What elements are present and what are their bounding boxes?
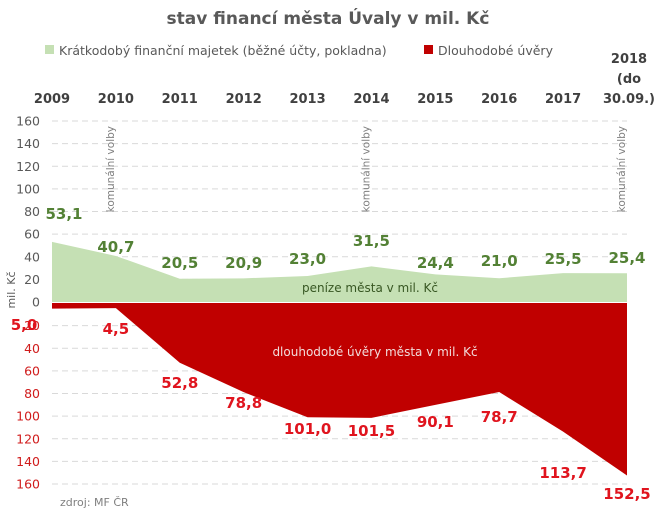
source-note: zdroj: MF ČR	[60, 496, 129, 509]
category-label: 2011	[162, 92, 198, 107]
legend-label-green: Krátkodobý finanční majetek (běžné účty,…	[59, 43, 387, 58]
category-label: 2012	[226, 92, 262, 107]
y-tick-label: 80	[24, 386, 40, 401]
legend-swatch-green	[45, 45, 54, 54]
data-label-assets: 24,4	[417, 254, 454, 272]
y-axis-ticks: 0 20 40 60 80 100 120 140 160 20 40 60 80 100 120 140 16…	[16, 114, 40, 492]
data-label-assets: 21,0	[481, 252, 518, 270]
y-tick-label: 160	[16, 114, 40, 129]
area-short-term-assets	[52, 241, 627, 302]
annotations: komunální volby komunální volby komunální …	[105, 126, 628, 212]
y-tick-label: 20	[24, 318, 40, 333]
y-tick-label: 0	[32, 295, 40, 310]
category-label: 2018	[611, 52, 647, 67]
data-label-loans: 152,5	[603, 485, 650, 503]
annotation-elections: komunální volby	[616, 126, 628, 212]
area-label-loans: dlouhodobé úvěry města v mil. Kč	[272, 345, 477, 359]
y-tick-label: 140	[16, 136, 40, 151]
y-tick-label: 100	[16, 409, 40, 424]
data-label-loans: 101,5	[348, 422, 395, 440]
annotation-elections: komunální volby	[360, 126, 372, 212]
category-label: 2009	[34, 92, 70, 107]
y-tick-label: 60	[24, 227, 40, 242]
category-label: 30.09.)	[603, 92, 655, 107]
category-label: 2013	[289, 92, 325, 107]
data-label-assets: 23,0	[289, 250, 326, 268]
y-tick-label: 160	[16, 477, 40, 492]
data-label-assets: 20,9	[225, 254, 262, 272]
y-tick-label: 60	[24, 363, 40, 378]
category-label: 2016	[481, 92, 517, 107]
category-label: (do	[617, 72, 641, 87]
y-tick-label: 40	[24, 341, 40, 356]
legend-label-red: Dlouhodobé úvěry	[438, 43, 554, 58]
data-labels: 53,1 40,7 20,5 20,9 23,0 31,5 24,4 21,0 25,5 25,4…	[11, 205, 651, 503]
chart-title: stav financí města Úvaly v mil. Kč	[167, 7, 490, 29]
y-tick-label: 80	[24, 204, 40, 219]
y-tick-label: 20	[24, 272, 40, 287]
gridlines	[52, 120, 627, 485]
area-long-term-loans	[52, 303, 627, 476]
data-label-loans: 5,0	[11, 316, 38, 334]
y-axis-label: mil. Kč	[5, 271, 18, 308]
data-label-loans: 90,1	[417, 413, 454, 431]
legend: Krátkodobý finanční majetek (běžné účty,…	[45, 43, 554, 58]
y-tick-label: 140	[16, 454, 40, 469]
legend-swatch-red	[424, 45, 433, 54]
annotation-elections: komunální volby	[105, 126, 117, 212]
y-tick-label: 40	[24, 249, 40, 264]
data-label-assets: 20,5	[161, 254, 198, 272]
areas	[52, 241, 627, 476]
y-tick-label: 120	[16, 431, 40, 446]
data-label-loans: 52,8	[161, 374, 198, 392]
data-label-loans: 113,7	[539, 464, 586, 482]
data-label-assets: 25,5	[545, 250, 582, 268]
data-label-assets: 53,1	[45, 205, 82, 223]
data-label-loans: 101,0	[284, 420, 331, 438]
data-label-loans: 78,8	[225, 394, 262, 412]
data-label-assets: 31,5	[353, 232, 390, 250]
category-labels: 2009 2010 2011 2012 2013 2014 2015 2016 2017 2018…	[34, 52, 655, 107]
data-label-assets: 40,7	[97, 238, 134, 256]
data-label-loans: 4,5	[103, 320, 130, 338]
data-label-loans: 78,7	[481, 408, 518, 426]
data-label-assets: 25,4	[608, 249, 645, 267]
category-label: 2017	[545, 92, 581, 107]
y-tick-label: 100	[16, 181, 40, 196]
category-label: 2014	[353, 92, 389, 107]
category-label: 2010	[98, 92, 134, 107]
category-label: 2015	[417, 92, 453, 107]
y-tick-label: 120	[16, 159, 40, 174]
area-label-money: peníze města v mil. Kč	[302, 281, 438, 295]
